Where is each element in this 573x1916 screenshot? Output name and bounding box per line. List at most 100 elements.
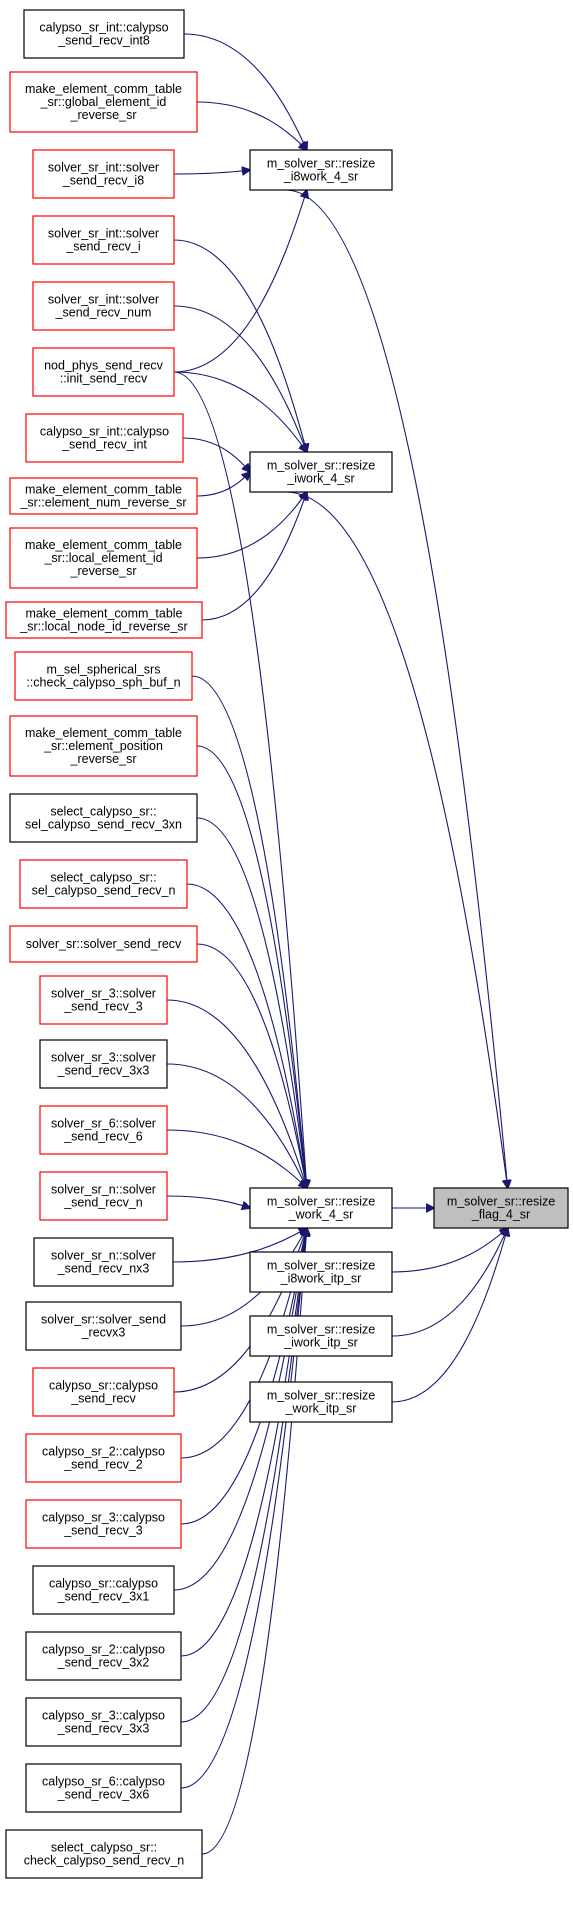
node-box[interactable] — [9, 793, 198, 843]
edge-n18-to-m3 — [166, 1129, 307, 1188]
node-box[interactable] — [25, 1763, 182, 1813]
node-box[interactable] — [9, 71, 198, 133]
node-label-line: _send_recv_3x2 — [57, 1656, 150, 1670]
node-n11[interactable]: m_sel_spherical_srs::check_calypso_sph_b… — [14, 651, 193, 701]
node-label-line: make_element_comm_table — [25, 726, 182, 740]
node-t[interactable]: m_solver_sr::resize_flag_4_sr — [433, 1187, 569, 1229]
node-label-line: _iwork_4_sr — [286, 472, 354, 486]
node-n8[interactable]: make_element_comm_table_sr::element_num_… — [9, 477, 198, 515]
node-box[interactable] — [25, 1301, 182, 1351]
node-box[interactable] — [433, 1187, 569, 1229]
node-box[interactable] — [25, 1433, 182, 1483]
node-label-line: _send_recv_int — [61, 438, 147, 452]
node-box[interactable] — [33, 1237, 174, 1287]
node-box[interactable] — [25, 1697, 182, 1747]
node-box[interactable] — [39, 1039, 168, 1089]
node-n16[interactable]: solver_sr_3::solver_send_recv_3 — [39, 975, 168, 1025]
node-n4[interactable]: solver_sr_int::solver_send_recv_i — [32, 215, 175, 265]
node-label-line: m_solver_sr::resize — [447, 1195, 555, 1209]
node-label-line: select_calypso_sr:: — [50, 871, 156, 885]
edge-m5-to-t — [391, 1228, 508, 1337]
node-n18[interactable]: solver_sr_6::solver_send_recv_6 — [39, 1105, 168, 1155]
node-box[interactable] — [25, 1499, 182, 1549]
node-n6[interactable]: nod_phys_send_recv::init_send_recv — [32, 347, 175, 397]
node-n13[interactable]: select_calypso_sr::sel_calypso_send_recv… — [9, 793, 198, 843]
node-n2[interactable]: make_element_comm_table_sr::global_eleme… — [9, 71, 198, 133]
node-label-line: m_solver_sr::resize — [267, 459, 375, 473]
node-m3[interactable]: m_solver_sr::resize_work_4_sr — [249, 1187, 393, 1229]
node-n5[interactable]: solver_sr_int::solver_send_recv_num — [32, 281, 175, 331]
node-n28[interactable]: calypso_sr_6::calypso_send_recv_3x6 — [25, 1763, 182, 1813]
node-m1[interactable]: m_solver_sr::resize_i8work_4_sr — [249, 149, 393, 191]
node-box[interactable] — [249, 1381, 393, 1423]
edge-n16-to-m3 — [166, 999, 307, 1188]
node-label-line: calypso_sr_int::calypso — [39, 21, 168, 35]
node-box[interactable] — [9, 715, 198, 777]
node-box[interactable] — [32, 347, 175, 397]
node-box[interactable] — [249, 1251, 393, 1293]
node-n15[interactable]: solver_sr::solver_send_recv — [9, 925, 198, 963]
node-m5[interactable]: m_solver_sr::resize_iwork_itp_sr — [249, 1315, 393, 1357]
edge-n12-to-m3 — [196, 745, 307, 1188]
node-label-line: _work_itp_sr — [285, 1402, 357, 1416]
node-n19[interactable]: solver_sr_n::solver_send_recv_n — [39, 1171, 168, 1221]
node-box[interactable] — [32, 281, 175, 331]
edge-n3-to-m1 — [173, 170, 250, 174]
edge-m1-to-t — [285, 189, 508, 1188]
node-label-line: nod_phys_send_recv — [44, 359, 164, 373]
node-box[interactable] — [25, 413, 184, 463]
node-n3[interactable]: solver_sr_int::solver_send_recv_i8 — [32, 149, 175, 199]
node-label-line: calypso_sr::calypso — [49, 1577, 158, 1591]
node-box[interactable] — [32, 1565, 175, 1615]
node-label-line: solver_sr_int::solver — [48, 227, 159, 241]
node-m6[interactable]: m_solver_sr::resize_work_itp_sr — [249, 1381, 393, 1423]
node-label-line: _send_recv_n — [63, 1196, 143, 1210]
node-n24[interactable]: calypso_sr_3::calypso_send_recv_3 — [25, 1499, 182, 1549]
node-box[interactable] — [39, 975, 168, 1025]
node-box[interactable] — [249, 1315, 393, 1357]
node-box[interactable] — [19, 859, 188, 909]
node-n1[interactable]: calypso_sr_int::calypso_send_recv_int8 — [23, 9, 185, 59]
edge-m6-to-t — [391, 1228, 508, 1403]
node-m2[interactable]: m_solver_sr::resize_iwork_4_sr — [249, 451, 393, 493]
node-n23[interactable]: calypso_sr_2::calypso_send_recv_2 — [25, 1433, 182, 1483]
node-box[interactable] — [14, 651, 193, 701]
node-box[interactable] — [249, 451, 393, 493]
node-box[interactable] — [39, 1171, 168, 1221]
edge-n6-to-m1 — [173, 190, 307, 373]
node-n14[interactable]: select_calypso_sr::sel_calypso_send_recv… — [19, 859, 188, 909]
node-box[interactable] — [32, 215, 175, 265]
node-box[interactable] — [32, 149, 175, 199]
node-box[interactable] — [9, 925, 198, 963]
node-n9[interactable]: make_element_comm_table_sr::local_elemen… — [9, 527, 198, 589]
node-n26[interactable]: calypso_sr_2::calypso_send_recv_3x2 — [25, 1631, 182, 1681]
node-label-line: _sr::element_position — [43, 739, 163, 753]
node-n29[interactable]: select_calypso_sr::check_calypso_send_re… — [5, 1829, 203, 1879]
node-box[interactable] — [32, 1367, 175, 1417]
node-box[interactable] — [23, 9, 185, 59]
node-n7[interactable]: calypso_sr_int::calypso_send_recv_int — [25, 413, 184, 463]
node-box[interactable] — [249, 149, 393, 191]
node-n25[interactable]: calypso_sr::calypso_send_recv_3x1 — [32, 1565, 175, 1615]
node-label-line: _sr::local_element_id — [43, 551, 162, 565]
node-n27[interactable]: calypso_sr_3::calypso_send_recv_3x3 — [25, 1697, 182, 1747]
node-box[interactable] — [25, 1631, 182, 1681]
node-n21[interactable]: solver_sr::solver_send_recvx3 — [25, 1301, 182, 1351]
node-label-line: _send_recv_num — [55, 306, 152, 320]
node-box[interactable] — [9, 477, 198, 515]
node-n12[interactable]: make_element_comm_table_sr::element_posi… — [9, 715, 198, 777]
node-m4[interactable]: m_solver_sr::resize_i8work_itp_sr — [249, 1251, 393, 1293]
node-box[interactable] — [9, 527, 198, 589]
node-n20[interactable]: solver_sr_n::solver_send_recv_nx3 — [33, 1237, 174, 1287]
node-label-line: solver_sr_n::solver — [51, 1249, 156, 1263]
node-label-line: _send_recv_nx3 — [57, 1262, 150, 1276]
node-box[interactable] — [5, 1829, 203, 1879]
node-label-line: select_calypso_sr:: — [50, 805, 156, 819]
node-box[interactable] — [5, 601, 203, 639]
node-box[interactable] — [39, 1105, 168, 1155]
node-box[interactable] — [249, 1187, 393, 1229]
node-n22[interactable]: calypso_sr::calypso_send_recv — [32, 1367, 175, 1417]
node-label-line: _recvx3 — [81, 1326, 126, 1340]
node-n17[interactable]: solver_sr_3::solver_send_recv_3x3 — [39, 1039, 168, 1089]
node-n10[interactable]: make_element_comm_table_sr::local_node_i… — [5, 601, 203, 639]
